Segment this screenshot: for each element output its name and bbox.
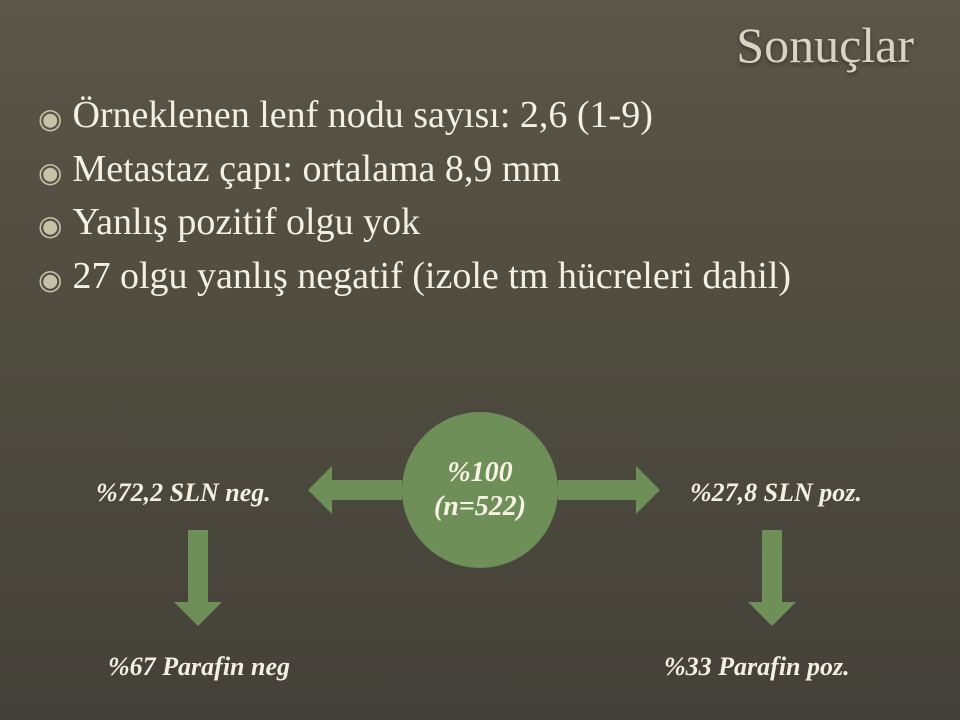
slide-title: Sonuçlar bbox=[736, 16, 914, 74]
bullet-item: ◉ 27 olgu yanlış negatif (izole tm hücre… bbox=[38, 253, 922, 301]
bottom-left-label: %67 Parafin neg bbox=[108, 652, 290, 682]
center-node-value: %100 bbox=[434, 456, 526, 490]
center-node: %100 (n=522) bbox=[402, 412, 558, 568]
center-node-n: (n=522) bbox=[434, 490, 526, 524]
bullet-text: Yanlış pozitif olgu yok bbox=[72, 199, 420, 247]
bullet-disc-icon: ◉ bbox=[38, 156, 62, 191]
bullet-text: Metastaz çapı: ortalama 8,9 mm bbox=[72, 146, 561, 194]
bullet-item: ◉ Yanlış pozitif olgu yok bbox=[38, 199, 922, 247]
bullet-disc-icon: ◉ bbox=[38, 209, 62, 244]
bullet-item: ◉ Örneklenen lenf nodu sayısı: 2,6 (1-9) bbox=[38, 92, 922, 140]
left-branch-label: %72,2 SLN neg. bbox=[96, 478, 271, 508]
bullet-text: Örneklenen lenf nodu sayısı: 2,6 (1-9) bbox=[72, 92, 652, 140]
bullet-item: ◉ Metastaz çapı: ortalama 8,9 mm bbox=[38, 146, 922, 194]
right-branch-label: %27,8 SLN poz. bbox=[690, 478, 862, 508]
bullet-list: ◉ Örneklenen lenf nodu sayısı: 2,6 (1-9)… bbox=[38, 92, 922, 306]
bullet-disc-icon: ◉ bbox=[38, 102, 62, 137]
bottom-right-label: %33 Parafin poz. bbox=[664, 652, 850, 682]
bullet-disc-icon: ◉ bbox=[38, 263, 62, 298]
bullet-text: 27 olgu yanlış negatif (izole tm hücrele… bbox=[72, 253, 791, 301]
